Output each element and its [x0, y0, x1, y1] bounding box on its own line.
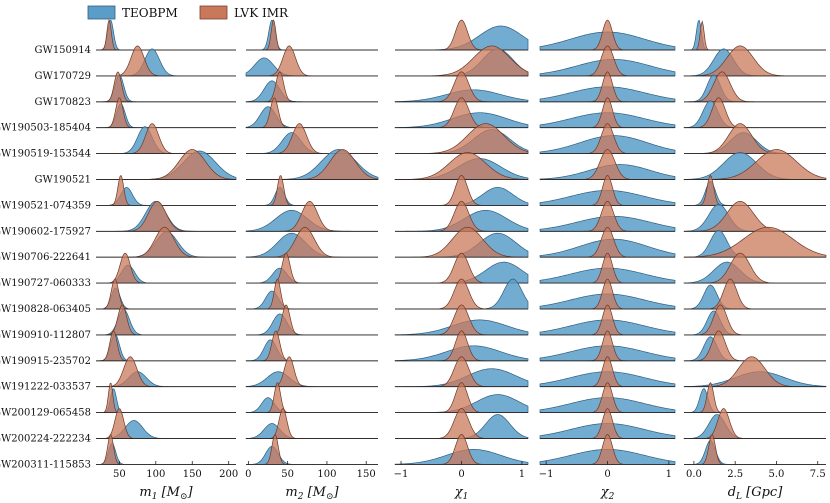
teobpm-density-GW190519-153544: [96, 126, 236, 154]
event-label: GW190727-060333: [0, 278, 91, 289]
x-axis-label: χ2: [600, 485, 615, 502]
x-tick-label: 0: [245, 469, 251, 480]
x-tick-label: 100: [317, 469, 336, 480]
event-label: GW170823: [35, 97, 91, 108]
x-tick-label: 150: [183, 469, 202, 480]
legend-swatch-teobpm: [87, 5, 116, 20]
lvk-density-GW190521: [394, 152, 529, 180]
teobpm-density-GW200129-065458: [245, 397, 378, 413]
event-label: GW190521: [35, 175, 91, 186]
event-label: GW190706-222641: [0, 252, 91, 263]
teobpm-density-GW200129-065458: [96, 388, 236, 413]
lvk-density-GW150914: [96, 19, 236, 51]
teobpm-density-GW170823: [245, 80, 378, 103]
event-label: GW190503-185404: [0, 123, 91, 134]
x-axis-label: m1 [M⊙]: [139, 485, 193, 502]
x-tick-label: 2.5: [727, 469, 743, 480]
lvk-density-GW190910-112807: [96, 304, 236, 336]
lvk-density-GW190706-222641: [683, 226, 827, 258]
teobpm-density-GW191222-033537: [245, 371, 378, 388]
x-tick-label: 0.0: [686, 469, 702, 480]
teobpm-density-GW200224-222234: [245, 423, 378, 439]
lvk-density-GW190910-112807: [246, 304, 378, 336]
event-label: GW190915-235702: [0, 356, 91, 367]
x-tick-label: 1: [666, 469, 672, 480]
lvk-density-GW190602-175927: [96, 200, 236, 232]
lvk-density-GW190727-060333: [96, 252, 236, 284]
event-label: GW190828-063405: [0, 304, 91, 315]
event-label: GW190910-112807: [0, 330, 91, 341]
event-label: GW150914: [35, 45, 91, 56]
x-tick-label: 100: [146, 469, 165, 480]
lvk-density-GW170729: [395, 45, 529, 77]
lvk-density-GW191222-033537: [96, 356, 236, 388]
lvk-density-GW170823: [96, 71, 236, 103]
lvk-density-GW190503-185404: [96, 97, 236, 129]
event-label: GW190521-074359: [0, 200, 91, 211]
lvk-density-GW190521-074359: [246, 175, 378, 206]
x-axis-label: χ1: [454, 485, 469, 502]
teobpm-density-GW200311-115853: [245, 446, 378, 465]
teobpm-density-GW190910-112807: [684, 310, 826, 336]
panel-5: 0.0 2.5 5.0 7.5 dL [Gpc]: [683, 19, 827, 502]
panels: 50 100 150 200 m1 [M⊙] 0 50 100 150 m2 [M⊙] −1 0 1 χ1…: [95, 19, 827, 502]
legend: TEOBPM LVK IMR: [87, 5, 289, 20]
x-tick-label: 150: [357, 469, 376, 480]
x-tick-label: 50: [113, 469, 126, 480]
teobpm-density-GW200224-222234: [683, 414, 826, 439]
x-tick-label: 0: [458, 469, 464, 480]
panel-3: −1 0 1 χ1: [394, 19, 529, 502]
teobpm-density-GW190828-063405: [245, 290, 378, 310]
legend-label-lvk: LVK IMR: [234, 6, 289, 20]
lvk-density-GW190727-060333: [246, 252, 378, 284]
event-label: GW191222-033537: [0, 382, 91, 393]
teobpm-density-GW190915-235702: [245, 339, 378, 362]
x-tick-label: 5.0: [769, 469, 785, 480]
teobpm-density-GW150914: [96, 19, 236, 51]
event-label: GW190519-153544: [0, 149, 91, 160]
legend-swatch-lvk: [199, 5, 228, 20]
event-label: GW200311-115853: [0, 459, 91, 470]
lvk-density-GW190915-235702: [96, 330, 236, 362]
x-tick-label: −1: [539, 469, 554, 480]
panel-2: 0 50 100 150 m2 [M⊙]: [245, 19, 379, 502]
x-tick-label: 1: [519, 469, 525, 480]
lvk-density-GW200224-222234: [96, 408, 236, 439]
lvk-density-GW190706-222641: [96, 226, 236, 258]
x-axis-label: m2 [M⊙]: [285, 485, 339, 502]
teobpm-density-GW190910-112807: [246, 313, 378, 336]
event-labels: GW150914 GW170729 GW170823 GW190503-185404 G…: [0, 45, 91, 470]
legend-label-teobpm: TEOBPM: [122, 6, 178, 20]
x-tick-label: 200: [219, 469, 238, 480]
lvk-density-GW190521-074359: [96, 174, 236, 206]
panel-1: 50 100 150 200 m1 [M⊙]: [95, 19, 238, 502]
teobpm-density-GW170729: [245, 57, 378, 77]
lvk-density-GW190519-153544: [684, 123, 826, 154]
teobpm-density-GW190828-063405: [683, 284, 826, 310]
teobpm-density-GW190727-060333: [246, 267, 378, 284]
x-tick-label: 7.5: [810, 469, 826, 480]
lvk-density-GW190519-153544: [246, 123, 378, 154]
lvk-density-GW150914: [684, 20, 826, 51]
lvk-density-GW191222-033537: [684, 356, 826, 388]
x-axis-label: dL [Gpc]: [728, 485, 784, 502]
lvk-density-GW190519-153544: [96, 123, 236, 154]
x-tick-label: 50: [281, 469, 294, 480]
x-tick-label: 0: [604, 469, 610, 480]
event-label: GW170729: [35, 71, 91, 82]
panel-4: −1 0 1 χ2: [539, 19, 676, 502]
teobpm-density-GW170729: [96, 48, 236, 77]
event-label: GW200224-222234: [0, 434, 91, 445]
x-tick-label: −1: [394, 469, 409, 480]
event-label: GW200129-065458: [0, 408, 91, 419]
event-label: GW190602-175927: [0, 226, 91, 237]
teobpm-density-GW150914: [246, 19, 378, 51]
